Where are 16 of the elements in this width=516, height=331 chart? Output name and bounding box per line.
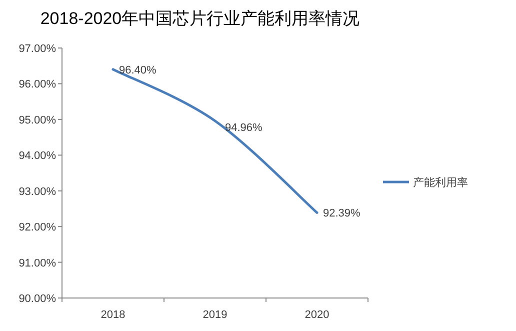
x-tick-label: 2018 xyxy=(100,309,126,321)
y-tick-label: 97.00% xyxy=(18,43,56,55)
legend-label: 产能利用率 xyxy=(413,176,468,189)
y-tick-label: 93.00% xyxy=(18,186,56,198)
y-tick-label: 92.00% xyxy=(18,222,56,234)
data-label: 94.96% xyxy=(225,122,263,134)
data-label: 92.39% xyxy=(323,208,361,220)
y-tick-label: 96.00% xyxy=(18,78,56,91)
y-tick-label: 91.00% xyxy=(18,257,56,270)
x-tick-label: 2019 xyxy=(202,309,228,321)
x-tick-label: 2020 xyxy=(304,309,330,321)
y-tick-label: 90.00% xyxy=(18,293,56,305)
data-label: 96.40% xyxy=(119,64,157,76)
y-tick-label: 94.00% xyxy=(18,150,56,162)
chart-title: 2018-2020年中国芯片行业产能利用率情况 xyxy=(40,9,360,28)
y-tick-label: 95.00% xyxy=(18,114,56,126)
